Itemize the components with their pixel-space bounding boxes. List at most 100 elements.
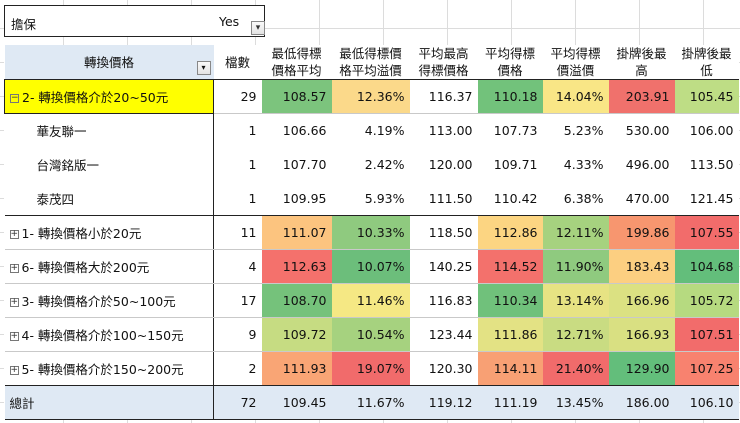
table-cell[interactable]: 14.04% <box>542 79 609 114</box>
row-label[interactable]: +4- 轉換價格介於100~150元 <box>4 317 214 352</box>
table-cell[interactable]: 123.44 <box>409 317 478 352</box>
row-label[interactable]: +1- 轉換價格小於20元 <box>4 215 214 250</box>
expand-icon[interactable]: + <box>9 297 19 307</box>
table-cell[interactable]: 203.91 <box>608 79 675 114</box>
table-cell[interactable]: 183.43 <box>608 249 675 284</box>
table-cell[interactable]: 1 <box>248 123 257 139</box>
row-label[interactable]: +3- 轉換價格介於50~100元 <box>4 283 214 318</box>
table-cell[interactable]: 112.63 <box>261 249 332 284</box>
table-cell[interactable]: 17 <box>213 283 262 318</box>
table-cell[interactable]: 106.00 <box>689 123 734 139</box>
table-cell[interactable]: 199.86 <box>608 215 675 250</box>
table-cell[interactable]: 2 <box>213 351 262 386</box>
table-cell[interactable]: 12.11% <box>542 215 609 250</box>
table-cell[interactable]: 21.40% <box>542 351 609 386</box>
table-cell[interactable]: 140.25 <box>409 249 478 284</box>
table-cell[interactable]: 107.25 <box>674 351 739 386</box>
table-cell[interactable]: 107.51 <box>674 317 739 352</box>
grand-total-label[interactable]: 總計 <box>4 385 214 420</box>
table-cell[interactable]: 105.45 <box>674 79 739 114</box>
row-label[interactable]: 華友聯一 <box>4 113 214 148</box>
table-cell[interactable]: 109.95 <box>261 181 332 216</box>
total-cell[interactable]: 119.12 <box>409 385 478 420</box>
table-cell[interactable]: 10.54% <box>331 317 410 352</box>
expand-icon[interactable]: + <box>9 331 19 341</box>
table-cell[interactable]: 114.11 <box>477 351 543 386</box>
table-cell[interactable]: 29 <box>213 79 262 114</box>
table-cell[interactable]: 10.07% <box>331 249 410 284</box>
table-cell[interactable]: 107.70 <box>282 157 327 172</box>
table-cell[interactable]: 166.93 <box>608 317 675 352</box>
table-cell[interactable]: 11 <box>213 215 262 250</box>
table-cell[interactable]: 110.42 <box>477 181 543 216</box>
table-cell[interactable]: 1 <box>248 157 257 172</box>
table-cell[interactable]: 108.57 <box>261 79 332 114</box>
total-cell[interactable]: 11.67% <box>331 385 410 420</box>
table-cell[interactable]: 106.66 <box>282 123 327 139</box>
table-cell[interactable]: 105.72 <box>674 283 739 318</box>
table-cell[interactable]: 111.50 <box>409 181 478 216</box>
table-cell[interactable]: 118.50 <box>409 215 478 250</box>
table-cell[interactable]: 110.18 <box>477 79 543 114</box>
table-cell[interactable]: 129.90 <box>608 351 675 386</box>
row-label[interactable]: +5- 轉換價格介於150~200元 <box>4 351 214 386</box>
table-cell[interactable]: 12.36% <box>331 79 410 114</box>
column-header[interactable]: 平均得標 價溢價 <box>542 45 609 80</box>
table-cell[interactable]: 111.93 <box>261 351 332 386</box>
row-label[interactable]: 台灣銘版一 <box>4 147 214 182</box>
filter-dropdown-icon[interactable]: ▾ <box>251 21 265 35</box>
table-cell[interactable]: 496.00 <box>625 157 670 172</box>
table-cell[interactable]: 1 <box>213 181 262 216</box>
table-cell[interactable]: 116.83 <box>409 283 478 318</box>
table-cell[interactable]: 11.90% <box>542 249 609 284</box>
total-cell[interactable]: 186.00 <box>608 385 675 420</box>
table-cell[interactable]: 9 <box>213 317 262 352</box>
total-cell[interactable]: 111.19 <box>477 385 543 420</box>
total-cell[interactable]: 106.10 <box>674 385 739 420</box>
table-cell[interactable]: 5.93% <box>331 181 410 216</box>
table-cell[interactable]: 110.34 <box>477 283 543 318</box>
table-cell[interactable]: 116.37 <box>409 79 478 114</box>
total-cell[interactable]: 72 <box>213 385 262 420</box>
table-cell[interactable]: 114.52 <box>477 249 543 284</box>
table-cell[interactable]: 107.55 <box>674 215 739 250</box>
table-cell[interactable]: 4.33% <box>563 157 604 172</box>
table-cell[interactable]: 113.50 <box>689 157 734 172</box>
table-cell[interactable]: 19.07% <box>331 351 410 386</box>
collapse-icon[interactable]: − <box>10 93 19 103</box>
table-cell[interactable]: 109.72 <box>261 317 332 352</box>
table-cell[interactable]: 107.73 <box>493 123 538 139</box>
row-label[interactable]: 泰茂四 <box>4 181 214 216</box>
table-cell[interactable]: 121.45 <box>674 181 739 216</box>
expand-icon[interactable]: + <box>9 263 19 273</box>
column-header[interactable]: 掛牌後最低 <box>674 45 739 80</box>
expand-icon[interactable]: + <box>9 229 19 239</box>
sort-filter-icon[interactable]: ▾ <box>196 61 211 75</box>
column-header[interactable]: 平均最高 得標價格 <box>409 45 478 80</box>
table-cell[interactable]: 108.70 <box>261 283 332 318</box>
column-header[interactable]: 最低得標價 格平均溢價 <box>331 45 410 80</box>
table-cell[interactable]: 112.86 <box>477 215 543 250</box>
table-cell[interactable]: 120.30 <box>409 351 478 386</box>
table-cell[interactable]: 12.71% <box>542 317 609 352</box>
table-cell[interactable]: 13.14% <box>542 283 609 318</box>
table-cell[interactable]: 111.07 <box>261 215 332 250</box>
table-cell[interactable]: 4 <box>213 249 262 284</box>
column-header[interactable]: 檔數 <box>213 45 262 80</box>
table-cell[interactable]: 111.86 <box>477 317 543 352</box>
table-cell[interactable]: 113.00 <box>428 123 473 139</box>
table-cell[interactable]: 104.68 <box>674 249 739 284</box>
table-cell[interactable]: 470.00 <box>608 181 675 216</box>
row-field-header[interactable]: 轉換價格 ▾ <box>4 45 214 80</box>
table-cell[interactable]: 6.38% <box>542 181 609 216</box>
row-label[interactable]: −2- 轉換價格介於20~50元 <box>4 79 214 114</box>
column-header[interactable]: 最低得標 價格平均 <box>261 45 332 80</box>
table-cell[interactable]: 530.00 <box>625 123 670 139</box>
table-cell[interactable]: 10.33% <box>331 215 410 250</box>
total-cell[interactable]: 13.45% <box>542 385 609 420</box>
table-cell[interactable]: 109.71 <box>493 157 538 172</box>
table-cell[interactable]: 11.46% <box>331 283 410 318</box>
expand-icon[interactable]: + <box>9 365 19 375</box>
table-cell[interactable]: 166.96 <box>608 283 675 318</box>
table-cell[interactable]: 5.23% <box>563 123 604 139</box>
